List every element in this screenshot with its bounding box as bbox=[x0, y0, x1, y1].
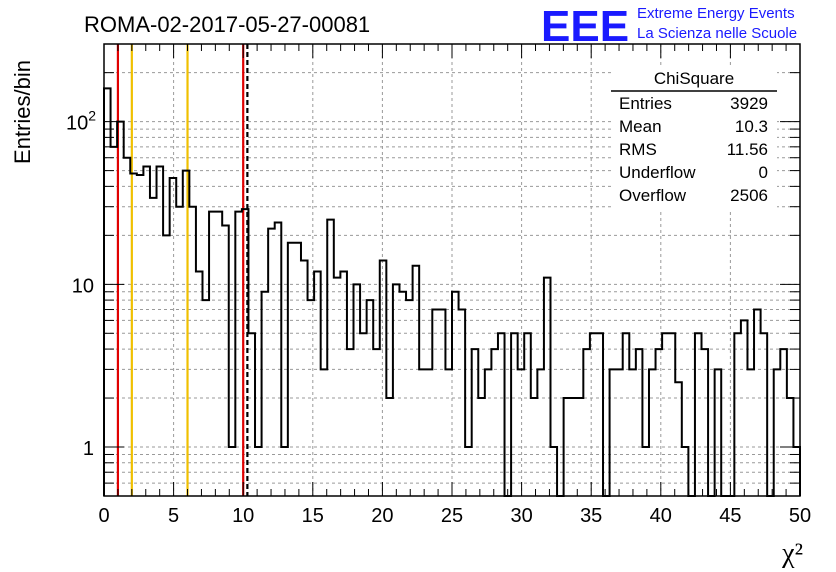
x-tick-label: 30 bbox=[510, 505, 532, 527]
y-axis-label: Entries/bin bbox=[10, 60, 35, 164]
stats-box-title: ChiSquare bbox=[654, 69, 734, 88]
logo-line-1: Extreme Energy Events bbox=[637, 5, 795, 22]
x-axis-label: χ² bbox=[781, 538, 803, 569]
stats-row-value: 0 bbox=[759, 163, 768, 182]
y-axis: 1 10 102 bbox=[66, 43, 800, 484]
y-tick-label: 102 bbox=[66, 108, 96, 135]
x-tick-label: 50 bbox=[789, 505, 811, 527]
stats-row-label: Overflow bbox=[619, 186, 687, 205]
eee-logo: EEE bbox=[541, 2, 629, 51]
marker-lines bbox=[116, 44, 249, 496]
y-tick-label: 10 bbox=[72, 275, 94, 297]
x-tick-label: 35 bbox=[580, 505, 602, 527]
stats-row-label: Entries bbox=[619, 94, 672, 113]
x-tick-label: 20 bbox=[371, 505, 393, 527]
x-tick-label: 10 bbox=[232, 505, 254, 527]
stats-row-value: 3929 bbox=[730, 94, 768, 113]
x-tick-label: 0 bbox=[98, 505, 109, 527]
x-tick-label: 15 bbox=[302, 505, 324, 527]
x-tick-label: 25 bbox=[441, 505, 463, 527]
stats-row-value: 10.3 bbox=[735, 117, 768, 136]
y-tick-label: 1 bbox=[83, 438, 94, 460]
x-tick-label: 40 bbox=[650, 505, 672, 527]
stats-row-label: RMS bbox=[619, 140, 657, 159]
stats-row-value: 11.56 bbox=[727, 140, 768, 159]
stats-row-value: 2506 bbox=[730, 186, 768, 205]
stats-row-label: Underflow bbox=[619, 163, 696, 182]
logo-line-2: La Scienza nelle Scuole bbox=[637, 25, 797, 42]
x-tick-label: 5 bbox=[168, 505, 179, 527]
stats-box: ChiSquare Entries 3929 Mean 10.3 RMS 11.56 Und… bbox=[611, 66, 777, 210]
x-axis: 0 5 10 15 20 25 30 35 40 45 50 bbox=[98, 44, 811, 527]
histogram-series bbox=[103, 87, 801, 497]
x-tick-label: 45 bbox=[719, 505, 741, 527]
stats-row-label: Mean bbox=[619, 117, 662, 136]
chart-title: ROMA-02-2017-05-27-00081 bbox=[84, 12, 370, 37]
